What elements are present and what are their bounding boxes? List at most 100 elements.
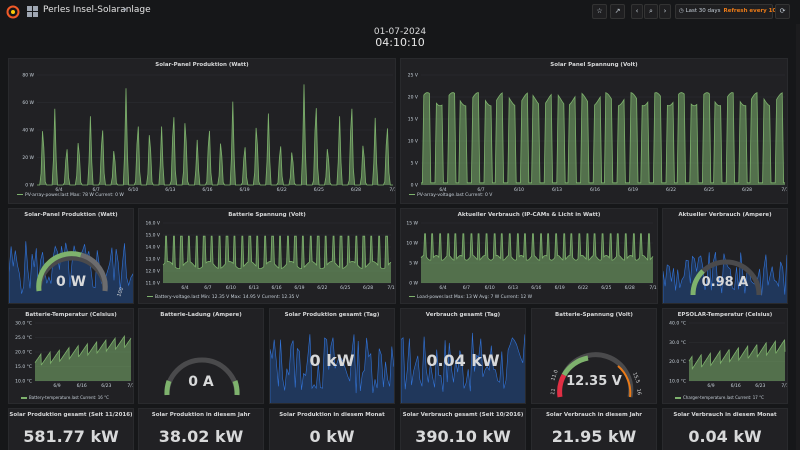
panel-epsolar-temperature[interactable]: EPSOLAR-Temperatur (Celsius) 40.0 °C 30.0… [662,308,788,404]
y-tick-label: 20 V [408,95,419,101]
graph-series-line [34,334,132,366]
stat-panel[interactable]: Solar Produktion in diesem Jahr 38.02 kW [138,408,264,450]
y-tick-label: 10 W [406,241,418,247]
x-tick-label: 6/28 [351,187,361,193]
dashboard-title[interactable]: Perles Insel-Solaranlage [43,5,151,15]
panel-production-day[interactable]: Solar Produktion gesamt (Tag) 0 kW [269,308,395,404]
y-tick-label: 15.0 °C [15,364,32,370]
y-tick-label: 15.0 V [145,233,160,239]
x-tick-label: 7/1 [387,285,394,291]
panel-title: EPSOLAR-Temperatur (Celsius) [677,312,773,318]
y-tick-label: 30.0 °C [15,321,32,327]
panel-solar-voltage[interactable]: Solar Panel Spannung (Volt) 25 V 20 V 15 V… [400,58,788,204]
gauge-value: 0 A [188,374,214,390]
y-tick-label: 25 V [408,73,419,79]
star-icon[interactable]: ☆ [592,4,607,19]
x-tick-label: 6/10 [514,187,524,193]
y-tick-label: 15 W [406,221,418,227]
stat-panel[interactable]: Solar Verbrauch in diesem Monat 0.04 kW [662,408,788,450]
epsolar-temperature-graph: 40.0 °C 30.0 °C 20.0 °C 10.0 °C 6/9 6/16 6/23 7… [669,321,787,390]
panel-battery-temperature[interactable]: Batterie-Temperatur (Celsius) 30.0 °C 25.… [8,308,134,404]
gauge-arc: 100 [36,251,125,298]
x-tick-label: 6/16 [272,285,282,291]
y-tick-label: 25.0 °C [15,335,32,341]
sparkline-area [401,332,525,403]
grafana-logo-icon[interactable] [6,5,20,19]
x-tick-label: 6/25 [704,187,714,193]
x-tick-label: 6/13 [165,187,175,193]
gauge-arc: 11.0 11 15.5 16 [550,352,642,398]
x-tick-label: 6/28 [742,187,752,193]
x-tick-label: 6/7 [477,187,484,193]
stat-value: 581.77 kW [23,427,119,446]
x-tick-label: 6/10 [226,285,236,291]
x-tick-label: 6/19 [555,285,565,291]
refresh-icon[interactable]: ⟳ [775,4,790,19]
x-tick-label: 6/9 [707,383,714,389]
x-tick-label: 6/4 [439,285,446,291]
solar-voltage-graph: 25 V 20 V 15 V 10 V 5 V 0 V 6/4 6/7 6/10 6/13 6/16… [408,73,787,194]
x-tick-label: 7/1 [127,383,134,389]
dashboard-picker-caret-icon[interactable]: ▾ [123,6,127,14]
time-forward-button[interactable]: › [659,4,671,19]
y-tick-label: 16.0 V [145,221,160,227]
gauge-threshold-label: 11.0 [550,369,559,382]
stat-panel[interactable]: Solar Produktion gesamt (Seit 11/2016) 5… [8,408,134,450]
graph-area [421,92,785,185]
panel-title: Solar Produktion in diesem Monat [279,412,385,418]
sparkline-background [270,334,394,403]
zoom-out-icon[interactable]: ⌕ [644,4,658,19]
panel-title: Solar Produktion gesamt (Seit 11/2016) [9,412,133,418]
battery-temperature-graph: 30.0 °C 25.0 °C 20.0 °C 15.0 °C 10.0 °C 6/9 6/… [15,321,134,390]
panel-consumption-ampere[interactable]: Aktueller Verbrauch (Ampere) 0.98 A [662,208,788,304]
stat-panel[interactable]: Solar Produktion in diesem Monat 0 kW [269,408,395,450]
x-tick-label: 6/4 [439,187,446,193]
refresh-interval-label: Refresh every 10s [723,8,780,14]
x-tick-label: 6/22 [666,187,676,193]
y-tick-label: 12.0 V [145,269,160,275]
panel-battery-voltage-gauge[interactable]: Batterie-Spannung (Volt) 11.0 11 15.5 16… [531,308,657,404]
dashboard-grid-icon[interactable] [27,6,38,17]
y-tick-label: 11.0 V [145,281,160,287]
y-tick-label: 20.0 °C [15,350,32,356]
x-tick-label: 6/4 [55,187,62,193]
stat-value: 0 kW [309,351,355,370]
panel-solar-power[interactable]: Solar-Panel Produktion (Watt) 80 W 60 W 40… [8,58,396,204]
panel-battery-charge[interactable]: Batterie-Ladung (Ampere) 0 A [138,308,264,404]
graph-legend: PV-array-power.last Max: 78 W Current: 0… [17,193,124,198]
share-icon[interactable]: ↗ [610,4,625,19]
graph-area [421,233,653,283]
x-tick-label: 6/16 [202,187,212,193]
top-navbar: Perles Insel-Solaranlage ▾ ☆ ↗ ‹ ⌕ › ◷ L… [0,0,800,24]
stat-value: 0.04 kW [688,427,762,446]
graph-series-line [420,233,654,261]
stat-panel[interactable]: Solar Verbrauch gesamt (Seit 10/2016) 39… [400,408,526,450]
time-back-button[interactable]: ‹ [631,4,643,19]
gauge-arc [690,259,762,296]
y-tick-label: 20 W [22,155,34,161]
x-tick-label: 6/7 [204,285,211,291]
page-scrollbar[interactable] [796,24,800,450]
time-range-label: Last 30 days [685,8,721,14]
x-tick-label: 6/10 [128,187,138,193]
gauge-arc [164,357,240,396]
panel-title: Solar Panel Spannung (Volt) [550,62,638,68]
y-tick-label: 5 V [411,161,419,167]
stat-value: 21.95 kW [551,427,637,446]
panel-consumption-watt[interactable]: Aktueller Verbrauch (IP-CAMs & Licht in … [400,208,658,304]
stat-panel[interactable]: Solar Verbrauch in diesem Jahr 21.95 kW [531,408,657,450]
y-tick-label: 0 V [411,183,419,189]
y-tick-label: 10.0 °C [15,379,32,385]
panel-solar-power-gauge[interactable]: Solar-Panel Produktion (Watt) 100 0 W [8,208,134,304]
clock-icon: ◷ [679,8,686,14]
x-tick-label: 6/22 [578,285,588,291]
x-tick-label: 6/19 [240,187,250,193]
panel-consumption-day[interactable]: Verbrauch gesamt (Tag) 0.04 kW [400,308,526,404]
time-range-picker[interactable]: ◷ Last 30 days Refresh every 10s [675,4,780,19]
panel-battery-voltage[interactable]: Batterie Spannung (Volt) 16.0 V 15.0 V 14.… [138,208,396,304]
x-tick-label: 6/16 [531,285,541,291]
panel-title: Solar Verbrauch in diesem Monat [673,412,777,418]
y-tick-label: 20.0 °C [669,359,686,365]
graph-area [37,84,393,185]
x-tick-label: 6/16 [77,383,87,389]
